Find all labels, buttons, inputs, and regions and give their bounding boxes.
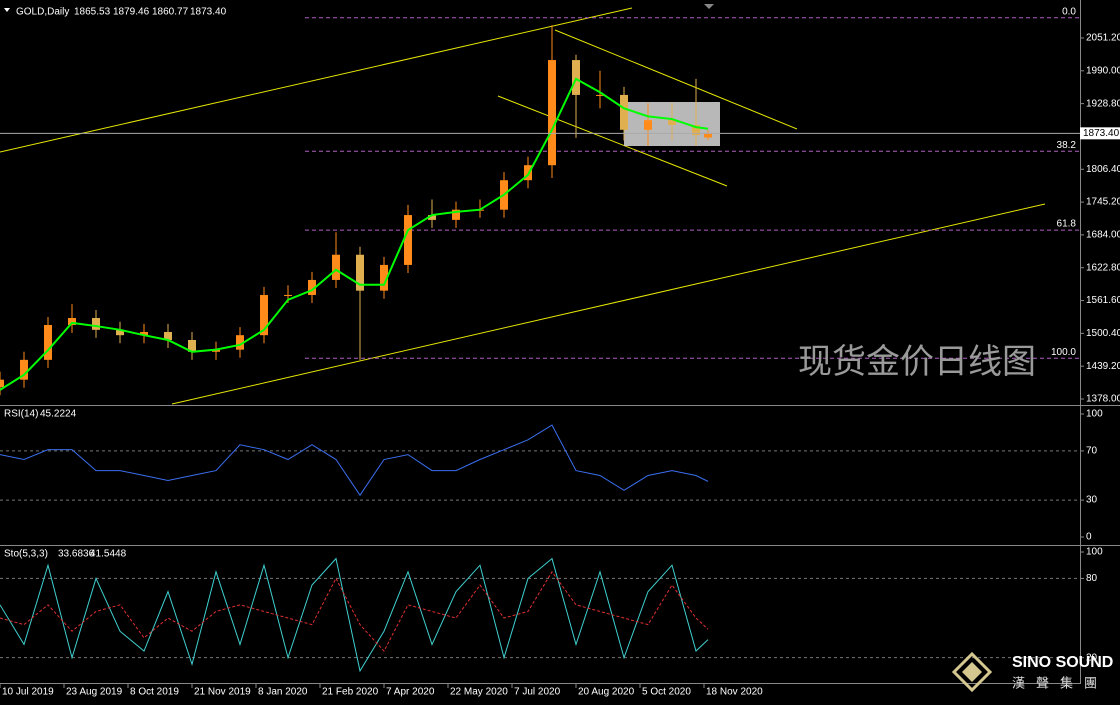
plot-layer: 2051.20 1990.00 1928.80 1806.40 1745.20 1684.…: [0, 6, 1120, 698]
candle-body: [20, 359, 28, 380]
logo-name: SINO SOUND: [1012, 654, 1113, 671]
down-trend-lower: [497, 95, 728, 187]
x-tick-label: 22 May 2020: [450, 687, 508, 698]
high-value: 1879.46: [113, 7, 150, 18]
y-tick-label: 0: [1086, 532, 1092, 543]
candle-body: [524, 165, 532, 181]
chart-title: GOLD,Daily: [16, 7, 69, 18]
candle-body: [332, 254, 340, 280]
sto-signal-value: 41.5448: [90, 549, 127, 560]
x-tick-label: 8 Jan 2020: [258, 687, 308, 698]
logo: SINO SOUND 漢聲集團: [951, 651, 1113, 693]
x-tick-label: 21 Nov 2019: [194, 687, 251, 698]
candle-body: [380, 264, 388, 291]
x-tick-label: 18 Nov 2020: [706, 687, 763, 698]
candle-body: [428, 215, 436, 220]
x-tick-label: 7 Jul 2020: [514, 687, 561, 698]
candle-body: [116, 329, 124, 336]
close-value: 1873.40: [190, 7, 227, 18]
candle-body: [308, 279, 316, 295]
x-tick-label: 23 Aug 2019: [66, 687, 123, 698]
logo-chinese: 漢聲集團: [1012, 675, 1108, 690]
candle-body: [404, 215, 412, 265]
y-tick-label: 1684.00: [1086, 230, 1120, 241]
candle-body: [92, 318, 100, 330]
logo-mark: [951, 651, 993, 693]
y-tick-label: 1990.00: [1086, 65, 1120, 76]
down-trend-upper: [554, 29, 798, 130]
candle-body: [452, 209, 460, 220]
y-tick-label: 1500.40: [1086, 328, 1120, 339]
logo-mark-inner: [962, 662, 982, 682]
candle-body: [164, 331, 172, 341]
candle-body: [596, 94, 604, 96]
candle-body: [692, 124, 700, 136]
y-tick-label: 1439.20: [1086, 361, 1120, 372]
trendlines: [0, 7, 1046, 405]
candle-body: [548, 60, 556, 166]
indicator-line: [0, 557, 709, 673]
y-tick-label: 1745.20: [1086, 197, 1120, 208]
candle-body: [284, 294, 292, 296]
y-tick-label: 2051.20: [1086, 33, 1120, 44]
open-value: 1865.53: [74, 7, 111, 18]
fibo-label: 100.0: [1051, 347, 1076, 358]
x-tick-label: 7 Apr 2020: [386, 687, 435, 698]
y-tick-label: 1622.80: [1086, 262, 1120, 273]
candle-body: [572, 60, 580, 95]
candle-body: [44, 324, 52, 360]
frame: [0, 0, 1120, 684]
x-tick-label: 20 Aug 2020: [578, 687, 635, 698]
y-tick-label: 30: [1086, 495, 1098, 506]
y-tick-label: 1378.00: [1086, 394, 1120, 405]
y-tick-label: 1806.40: [1086, 164, 1120, 175]
candle-body: [0, 379, 4, 388]
candle-body: [620, 94, 628, 130]
candle-body: [668, 120, 676, 125]
channel-upper: [0, 7, 633, 153]
sto-main-value: 33.6836: [58, 549, 95, 560]
candle-body: [212, 349, 220, 352]
x-tick-label: 5 Oct 2020: [642, 687, 691, 698]
fibo-label: 38.2: [1057, 140, 1077, 151]
sto-title: Sto(5,3,3): [4, 549, 48, 560]
x-tick-label: 10 Jul 2019: [2, 687, 54, 698]
candle-body: [188, 340, 196, 352]
current-price-label: 1873.40: [1083, 128, 1120, 139]
menu-arrow: [4, 8, 10, 12]
x-tick-label: 21 Feb 2020: [322, 687, 379, 698]
fibo-label: 0.0: [1062, 6, 1076, 17]
fibo-label: 61.8: [1057, 219, 1077, 230]
shift-marker: [704, 4, 714, 9]
candle-body: [140, 331, 148, 336]
y-tick-label: 100: [1086, 547, 1103, 558]
indicator-line: [0, 424, 709, 497]
y-tick-label: 20: [1086, 652, 1098, 663]
indicator-line: [0, 570, 709, 652]
candle-body: [356, 254, 364, 291]
y-tick-label: 100: [1086, 409, 1103, 420]
low-value: 1860.77: [152, 7, 189, 18]
candle-body: [236, 335, 244, 350]
rsi-title: RSI(14): [4, 409, 38, 420]
y-tick-label: 1561.60: [1086, 295, 1120, 306]
moving-average: [0, 77, 709, 391]
watermark: 现货金价日线图: [798, 342, 1036, 382]
y-tick-label: 70: [1086, 446, 1098, 457]
candle-body: [704, 133, 712, 138]
y-tick-label: 1928.80: [1086, 98, 1120, 109]
candle-body: [644, 120, 652, 130]
x-tick-label: 8 Oct 2019: [130, 687, 179, 698]
y-tick-label: 80: [1086, 573, 1098, 584]
candle-body: [68, 318, 76, 325]
candle-body: [260, 294, 268, 336]
rsi-value: 45.2224: [40, 409, 77, 420]
channel-lower: [171, 203, 1046, 405]
current-price-box: [1080, 127, 1120, 140]
